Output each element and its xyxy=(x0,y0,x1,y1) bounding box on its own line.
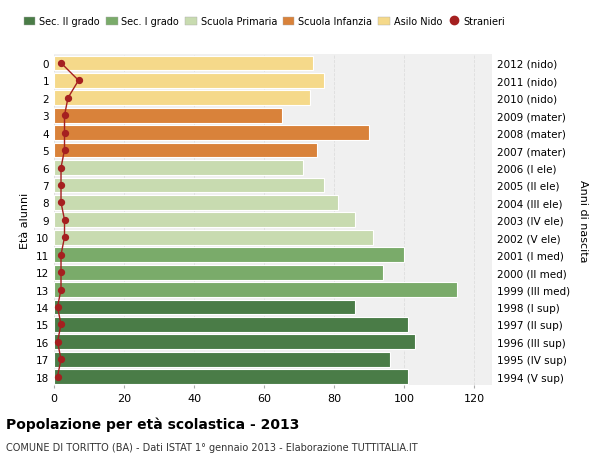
Point xyxy=(56,269,66,276)
Point xyxy=(56,60,66,67)
Bar xyxy=(54,248,404,263)
Legend: Sec. II grado, Sec. I grado, Scuola Primaria, Scuola Infanzia, Asilo Nido, Stran: Sec. II grado, Sec. I grado, Scuola Prim… xyxy=(24,17,505,27)
Point xyxy=(60,112,70,120)
Bar xyxy=(54,230,373,245)
Bar xyxy=(54,369,408,384)
Bar xyxy=(54,317,408,332)
Point xyxy=(63,95,73,102)
Y-axis label: Anni di nascita: Anni di nascita xyxy=(578,179,589,262)
Point xyxy=(60,234,70,241)
Point xyxy=(74,78,83,85)
Text: Popolazione per età scolastica - 2013: Popolazione per età scolastica - 2013 xyxy=(6,417,299,431)
Point xyxy=(56,164,66,172)
Point xyxy=(56,199,66,207)
Point xyxy=(60,217,70,224)
Point xyxy=(56,286,66,294)
Bar xyxy=(54,143,317,158)
Bar xyxy=(54,161,303,175)
Point xyxy=(60,130,70,137)
Point xyxy=(53,338,62,346)
Bar xyxy=(54,265,383,280)
Bar xyxy=(54,335,415,349)
Bar xyxy=(54,126,370,141)
Y-axis label: Età alunni: Età alunni xyxy=(20,192,31,248)
Bar xyxy=(54,91,310,106)
Point xyxy=(56,252,66,259)
Point xyxy=(53,373,62,381)
Bar xyxy=(54,213,355,228)
Point xyxy=(53,303,62,311)
Bar xyxy=(54,74,324,89)
Bar xyxy=(54,282,457,297)
Point xyxy=(56,356,66,363)
Bar xyxy=(54,352,391,367)
Point xyxy=(60,147,70,154)
Point xyxy=(56,182,66,189)
Point xyxy=(56,321,66,328)
Bar xyxy=(54,178,324,193)
Bar xyxy=(54,196,338,210)
Bar xyxy=(54,56,313,71)
Bar xyxy=(54,300,355,315)
Text: COMUNE DI TORITTO (BA) - Dati ISTAT 1° gennaio 2013 - Elaborazione TUTTITALIA.IT: COMUNE DI TORITTO (BA) - Dati ISTAT 1° g… xyxy=(6,442,418,452)
Bar xyxy=(54,109,282,123)
